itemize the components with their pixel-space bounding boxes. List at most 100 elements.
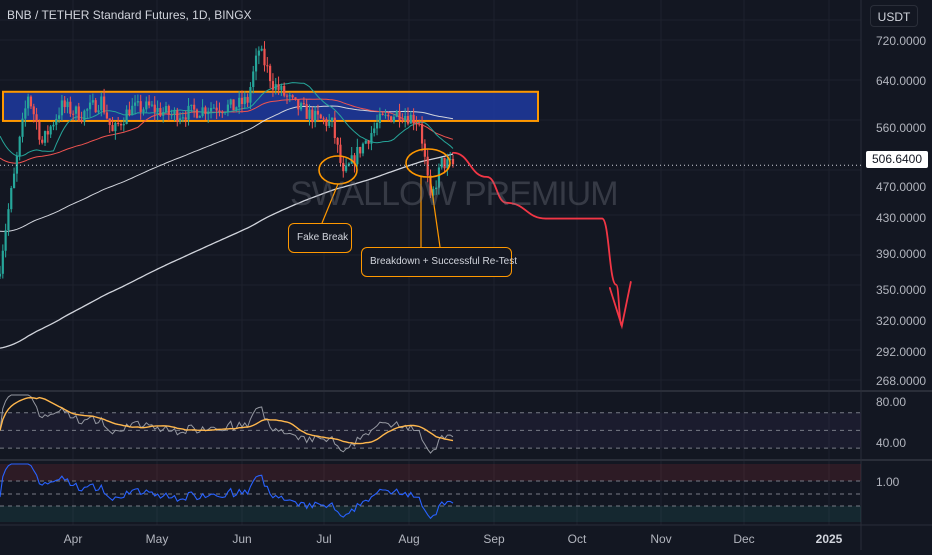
annotation-breakdown[interactable]: Breakdown + Successful Re-Test: [361, 247, 517, 277]
candle-body: [319, 114, 322, 119]
candle-body: [187, 105, 190, 120]
candle-body: [103, 96, 106, 113]
time-axis-label: Dec: [733, 532, 755, 546]
last-price-tag: 506.6400: [866, 151, 928, 168]
candle-body: [288, 95, 291, 97]
candle-body: [406, 116, 410, 124]
candle-body: [252, 71, 255, 87]
osc-oversold-band: [0, 506, 861, 522]
candle-body: [316, 110, 320, 115]
candle-body: [133, 102, 137, 106]
candle-body: [77, 106, 80, 121]
currency-button[interactable]: USDT: [870, 5, 918, 27]
candle-body: [111, 124, 114, 132]
candle-body: [159, 108, 162, 116]
price-axis-label: 560.0000: [876, 121, 927, 135]
candle-body: [325, 119, 328, 126]
time-axis-label: Jul: [316, 532, 332, 546]
ma-200-line: [0, 153, 454, 349]
candle-body: [412, 114, 415, 124]
candle-body: [254, 55, 258, 72]
candle-body: [181, 117, 184, 119]
candle-body: [260, 48, 263, 51]
candle-body: [440, 157, 443, 168]
candle-body: [83, 110, 86, 122]
candle-body: [353, 155, 356, 165]
candle-body: [86, 109, 89, 111]
candle-body: [404, 116, 407, 121]
time-axis-label: Oct: [567, 532, 587, 546]
candle-body: [0, 273, 2, 277]
candle-body: [122, 124, 125, 126]
osc-overbought-band: [0, 464, 861, 481]
watermark: SWALLOW PREMIUM: [290, 175, 619, 213]
candle-body: [4, 230, 7, 251]
candle-body: [246, 96, 249, 103]
candle-body: [72, 113, 75, 115]
candle-body: [240, 97, 244, 105]
candle-body: [271, 81, 275, 90]
candle-body: [204, 107, 207, 115]
candle-body: [308, 109, 311, 119]
candle-body: [437, 167, 441, 188]
candle-body: [10, 188, 13, 210]
candle-body: [43, 131, 47, 143]
candle-body: [52, 124, 55, 127]
candle-body: [387, 114, 390, 117]
candle-body: [97, 110, 100, 113]
candle-body: [339, 144, 342, 163]
oscillator-line: [0, 463, 454, 520]
candle-body: [269, 65, 272, 82]
candle-body: [342, 162, 345, 172]
candle-body: [212, 107, 215, 109]
price-axis-label: 320.0000: [876, 314, 927, 328]
candle-body: [384, 114, 387, 116]
candle-body: [207, 111, 210, 115]
rsi-band: [0, 412, 861, 449]
candle-body: [243, 96, 246, 105]
symbol-title[interactable]: BNB / TETHER Standard Futures, 1D, BINGX: [7, 8, 252, 22]
annotation-fake-break[interactable]: Fake Break: [288, 223, 352, 253]
candle-body: [29, 96, 33, 107]
candle-body: [347, 163, 351, 166]
candle-body: [378, 113, 381, 123]
price-axis-label: 390.0000: [876, 247, 927, 261]
candle-body: [46, 131, 49, 135]
candle-body: [55, 118, 58, 125]
time-axis-label-year: 2025: [815, 532, 843, 546]
candle-body: [415, 123, 418, 125]
callout-connector: [321, 183, 339, 224]
candle-body: [280, 85, 283, 90]
candle-body: [426, 156, 429, 176]
candle-body: [136, 101, 139, 103]
candle-body: [108, 118, 111, 125]
candle-body: [195, 109, 199, 118]
candle-body: [139, 101, 142, 112]
candles: [0, 41, 455, 280]
rsi-axis-label: 80.00: [876, 395, 907, 409]
time-axis-label: Aug: [398, 532, 420, 546]
candle-body: [446, 159, 449, 169]
candle-body: [27, 96, 30, 109]
candle-body: [74, 106, 78, 114]
candle-body: [238, 97, 241, 108]
candle-body: [18, 136, 21, 156]
candle-body: [184, 117, 187, 120]
time-axis-label: Apr: [63, 532, 83, 546]
candle-body: [91, 100, 94, 103]
rsi-ma-line: [0, 396, 454, 445]
candle-body: [198, 115, 201, 118]
price-axis-label: 430.0000: [876, 211, 927, 225]
candle-body: [80, 120, 83, 122]
candle-body: [21, 118, 24, 137]
candle-body: [215, 107, 218, 111]
candle-body: [170, 114, 173, 116]
candle-body: [392, 116, 396, 122]
time-axis-label: Sep: [483, 532, 505, 546]
time-axis-label: May: [145, 532, 169, 546]
candle-body: [423, 143, 426, 157]
candle-body: [125, 109, 128, 125]
price-axis-label: 292.0000: [876, 345, 927, 359]
